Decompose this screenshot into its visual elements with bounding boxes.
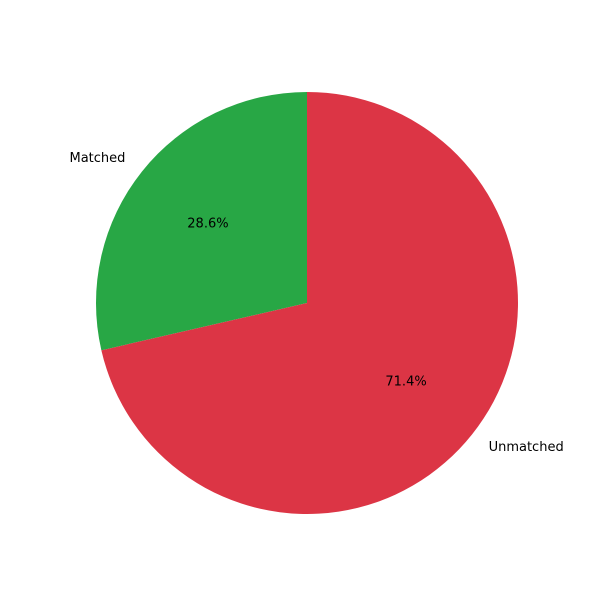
category-label-matched: Matched <box>69 151 125 166</box>
pie-slice-unmatched <box>101 92 518 514</box>
pie-slice-matched <box>95 92 308 351</box>
pct-label-matched: 28.6% <box>187 217 228 232</box>
pct-label-unmatched: 71.4% <box>385 374 426 389</box>
category-label-unmatched: Unmatched <box>489 440 564 455</box>
